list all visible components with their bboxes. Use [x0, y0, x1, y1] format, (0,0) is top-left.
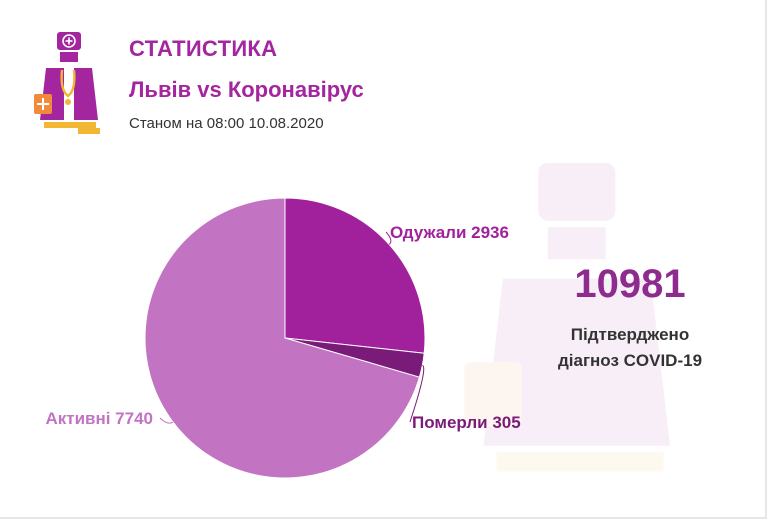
confirmed-caption: Підтверджено діагноз COVID-19 [520, 322, 740, 374]
pie-leader-1 [409, 364, 425, 423]
page-title: СТАТИСТИКА [129, 36, 278, 61]
caption-line-2: діагноз COVID-19 [557, 351, 703, 370]
page-subtitle: Львів vs Коронавірус [129, 77, 364, 102]
pie-label-1: Померли 305 [412, 413, 521, 432]
pie-slice-2 [144, 197, 421, 479]
doctor-icon [34, 32, 100, 134]
pie-leader-2 [159, 417, 174, 424]
caption-line-1: Підтверджено [570, 325, 690, 344]
pie-chart: Одужали 2936 Померли 305 Активні 7740 [45, 197, 521, 479]
confirmed-total: 10981 [574, 262, 686, 306]
pie-leader-0 [385, 231, 392, 245]
pie-slice-0 [284, 197, 426, 354]
as-of-date: Станом на 08:00 10.08.2020 [129, 115, 324, 132]
doctor-watermark-icon [464, 162, 670, 472]
pie-label-2: Активні 7740 [45, 409, 153, 428]
pie-label-0: Одужали 2936 [390, 223, 509, 242]
